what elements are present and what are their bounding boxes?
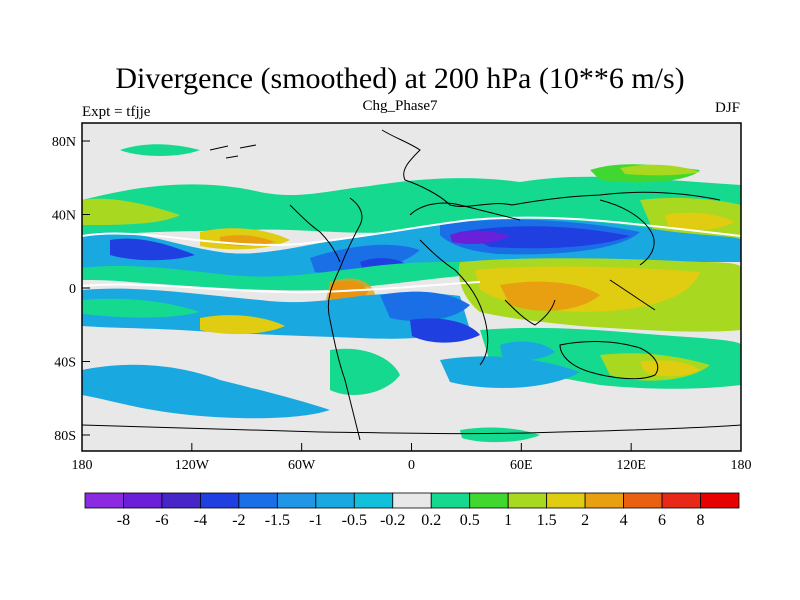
colorbar-label: 8 (697, 512, 705, 529)
coastline (599, 199, 655, 266)
colorbar-label: -6 (155, 512, 168, 529)
field-region (410, 318, 480, 343)
lat-tick-label: 40S (54, 356, 76, 371)
lon-tick-label: 120W (175, 458, 210, 473)
colorbar-label: 4 (620, 512, 628, 529)
colorbar-label: -8 (117, 512, 130, 529)
coastline (609, 279, 656, 311)
colorbar-label: 2 (581, 512, 589, 529)
colorbar-swatch (200, 492, 240, 509)
colorbar-label: 0.5 (460, 512, 480, 529)
colorbar-swatch (623, 492, 663, 509)
field-region (450, 230, 510, 244)
colorbar: -8 -6 -4 -2 -1.5 -1 -0.5 -0.2 0.2 0.5 1 1.5 2 4 6 8 (84, 492, 740, 529)
colorbar-swatch (315, 492, 355, 509)
field-region (620, 164, 700, 176)
coastline (559, 341, 659, 380)
coastline (82, 424, 741, 435)
colorbar-swatch (700, 492, 740, 509)
colorbar-swatch (546, 492, 586, 509)
field-region (380, 291, 470, 322)
field-region (310, 244, 420, 275)
lat-tick-label: 80S (54, 429, 76, 444)
field-region (82, 198, 180, 225)
colorbar-label: -2 (232, 512, 245, 529)
colorbar-label: 1.5 (537, 512, 557, 529)
colorbar-label: 6 (658, 512, 666, 529)
field-region (440, 356, 580, 388)
colorbar-label: -0.2 (380, 512, 405, 529)
coastline (504, 299, 556, 326)
colorbar-swatch (123, 492, 163, 509)
colorbar-label: -1 (309, 512, 322, 529)
colorbar-label: -4 (194, 512, 207, 529)
season-label: DJF (714, 100, 740, 116)
phase-label: Chg_Phase7 (362, 98, 438, 114)
colorbar-label: -1.5 (265, 512, 290, 529)
field-region (500, 341, 555, 361)
field-region (500, 281, 600, 311)
lat-tick-label: 80N (52, 135, 76, 150)
colorbar-swatch (84, 492, 124, 509)
colorbar-swatch (238, 492, 278, 509)
colorbar-label: -0.5 (342, 512, 367, 529)
field-region (120, 144, 200, 156)
map-plot-area (81, 122, 742, 452)
field-region (110, 238, 195, 261)
colorbar-swatch (430, 492, 471, 509)
field-region (665, 212, 735, 231)
field-region (640, 360, 700, 377)
lon-tick-label: 180 (731, 458, 752, 473)
colorbar-label: 0.2 (421, 512, 441, 529)
latitude-axis: 80N 40N 0 40S 80S (52, 135, 90, 444)
field-region (330, 348, 400, 395)
field-region (460, 226, 630, 249)
colorbar-swatch (507, 492, 548, 509)
field-region (460, 427, 540, 443)
colorbar-swatch (661, 492, 701, 509)
lon-tick-label: 60W (288, 458, 316, 473)
longitude-axis: 180 120W 60W 0 60E 120E 180 (72, 443, 752, 473)
colorbar-label: 1 (504, 512, 512, 529)
experiment-label: Expt = tfjje (82, 104, 151, 120)
colorbar-swatch (392, 492, 432, 509)
lon-tick-label: 180 (72, 458, 93, 473)
colorbar-swatch (161, 492, 201, 509)
field-region (82, 298, 200, 318)
lat-tick-label: 40N (52, 209, 76, 224)
coastline (409, 202, 521, 221)
field-region (82, 364, 330, 419)
colorbar-swatch (353, 492, 394, 509)
coastline (289, 204, 341, 263)
coastline (327, 197, 363, 441)
lon-tick-label: 60E (510, 458, 533, 473)
coastline (419, 239, 489, 366)
lon-tick-label: 0 (408, 458, 415, 473)
map-title: Divergence (smoothed) at 200 hPa (10**6 … (115, 62, 685, 95)
colorbar-swatch (469, 492, 509, 509)
coastline (209, 144, 257, 159)
colorbar-swatch (584, 492, 624, 509)
contour-line (82, 216, 741, 246)
divergence-field (82, 144, 741, 443)
coastlines (82, 129, 741, 441)
lon-tick-label: 120E (616, 458, 646, 473)
colorbar-swatch (276, 492, 317, 509)
contour-line (82, 281, 481, 294)
field-region (200, 315, 285, 335)
lat-tick-label: 0 (69, 282, 76, 297)
field-region (82, 288, 470, 339)
